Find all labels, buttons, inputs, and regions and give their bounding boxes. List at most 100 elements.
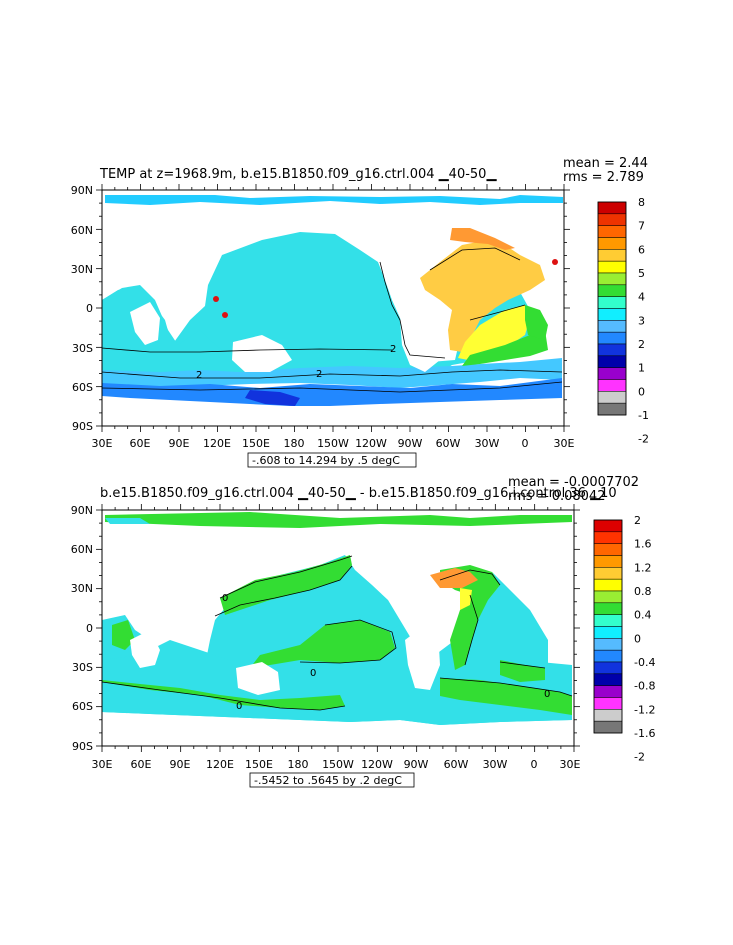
colorbar-label: 8 bbox=[638, 196, 645, 209]
bottom-lat-label: 90S bbox=[72, 740, 93, 753]
colorbar-label: 0 bbox=[638, 385, 645, 398]
colorbar-label: 1.6 bbox=[634, 538, 652, 551]
bottom-lon-label: 150W bbox=[322, 758, 354, 771]
bottom-lat-label: 60N bbox=[71, 543, 93, 556]
colorbar-swatch bbox=[593, 661, 623, 675]
colorbar-swatch bbox=[593, 649, 623, 663]
bottom-lon-label: 90E bbox=[170, 758, 191, 771]
top-range-note: -.608 to 14.294 by .5 degC bbox=[252, 454, 400, 467]
top-lon-label: 90W bbox=[398, 437, 423, 450]
colorbar-swatch bbox=[593, 626, 623, 639]
top-lon-label: 120E bbox=[203, 437, 231, 450]
top-contour-label-1: 2 bbox=[390, 344, 396, 355]
bottom-contour-label-2: 0 bbox=[310, 668, 316, 679]
bottom-lon-label: 60E bbox=[131, 758, 152, 771]
top-rms-stat: rms = 2.789 bbox=[563, 170, 644, 185]
top-colorbar: 8 7 6 5 4 3 2 1 0 -1 -2 bbox=[597, 196, 649, 446]
colorbar-frame bbox=[597, 201, 627, 416]
top-lat-axis: 90N 60N 30N 0 30S 60S 90S bbox=[71, 184, 93, 433]
top-lon-label: 0 bbox=[522, 437, 529, 450]
bottom-mean-stat: mean = -0.0007702 bbox=[508, 475, 639, 490]
bottom-lon-label: 60W bbox=[444, 758, 469, 771]
colorbar-swatch bbox=[593, 614, 623, 627]
colorbar-label: -2 bbox=[638, 433, 649, 446]
top-lat-label: 90N bbox=[71, 184, 93, 197]
colorbar-label: 0.4 bbox=[634, 609, 652, 622]
bottom-lon-label: 30E bbox=[92, 758, 113, 771]
top-lat-label: 90S bbox=[72, 420, 93, 433]
colorbar-swatch bbox=[593, 720, 623, 734]
colorbar-swatch bbox=[593, 578, 623, 592]
bottom-lat-label: 30S bbox=[72, 661, 93, 674]
colorbar-swatch bbox=[593, 602, 623, 615]
bottom-lon-label: 180 bbox=[288, 758, 309, 771]
top-lon-label: 150W bbox=[317, 437, 349, 450]
top-lon-label: 150E bbox=[242, 437, 270, 450]
bottom-lon-label: 30E bbox=[560, 758, 581, 771]
bottom-range-box bbox=[249, 772, 415, 788]
top-lat-label: 60S bbox=[72, 381, 93, 394]
bottom-contour-label-1: 0 bbox=[222, 593, 228, 604]
colorbar-label: 0 bbox=[634, 632, 641, 645]
bottom-lat-label: 0 bbox=[86, 622, 93, 635]
top-lon-label: 60W bbox=[436, 437, 461, 450]
colorbar-label: 7 bbox=[638, 220, 645, 233]
colorbar-swatch bbox=[593, 519, 623, 533]
top-mean-stat: mean = 2.44 bbox=[563, 156, 648, 171]
bottom-colorbar: 2 1.6 1.2 0.8 0.4 0 -0.4 -0.8 -1.2 -1.6 -2 bbox=[593, 514, 655, 764]
colorbar-label: 2 bbox=[638, 338, 645, 351]
top-lat-label: 0 bbox=[86, 302, 93, 315]
colorbar-swatch bbox=[593, 638, 623, 651]
colorbar-swatch bbox=[593, 673, 623, 686]
bottom-lat-axis: 90N 60N 30N 0 30S 60S 90S bbox=[71, 504, 93, 753]
colorbar-label: 3 bbox=[638, 314, 645, 327]
top-axis-ticks bbox=[96, 184, 570, 432]
top-lon-label: 120W bbox=[355, 437, 387, 450]
bottom-lon-label: 90W bbox=[404, 758, 429, 771]
bottom-lon-axis: 30E 60E 90E 120E 150E 180 150W 120W 90W … bbox=[92, 758, 581, 771]
colorbar-label: -1 bbox=[638, 409, 649, 422]
bottom-range-note: -.5452 to .5645 by .2 degC bbox=[254, 774, 402, 787]
top-panel-title: TEMP at z=1968.9m, b.e15.B1850.f09_g16.c… bbox=[99, 167, 497, 182]
bottom-lon-label: 0 bbox=[531, 758, 538, 771]
colorbar-swatch bbox=[593, 555, 623, 568]
top-lon-label: 90E bbox=[169, 437, 190, 450]
colorbar-label: 5 bbox=[638, 267, 645, 280]
bottom-rms-stat: rms = 0.08042 bbox=[508, 489, 605, 504]
colorbar-label: -1.2 bbox=[634, 703, 655, 716]
colorbar-swatch bbox=[593, 697, 623, 710]
colorbar-label: -0.4 bbox=[634, 656, 655, 669]
top-lon-label: 30E bbox=[554, 437, 575, 450]
colorbar-label: 6 bbox=[638, 243, 645, 256]
top-lon-label: 180 bbox=[284, 437, 305, 450]
bottom-map-area: 0 0 0 0 bbox=[101, 510, 574, 745]
bottom-contour-label-3: 0 bbox=[236, 701, 242, 712]
colorbar-label: 2 bbox=[634, 514, 641, 527]
top-contour-label-3: 2 bbox=[316, 369, 322, 380]
colorbar-label: 1 bbox=[638, 362, 645, 375]
top-contour-label-2: 2 bbox=[196, 370, 202, 381]
colorbar-frame bbox=[593, 519, 623, 734]
colorbar-swatch bbox=[593, 567, 623, 580]
top-lat-label: 60N bbox=[71, 224, 93, 237]
bottom-panel-title: b.e15.B1850.f09_g16.ctrl.004 ▁40-50▁ - b… bbox=[100, 486, 617, 501]
colorbar-swatch bbox=[593, 531, 623, 544]
colorbar-label: 0.8 bbox=[634, 585, 652, 598]
colorbar-swatch bbox=[593, 543, 623, 556]
colorbar-label: -2 bbox=[634, 751, 645, 764]
colorbar-swatch bbox=[593, 685, 623, 698]
colorbar-label: -0.8 bbox=[634, 680, 655, 693]
bottom-lat-label: 60S bbox=[72, 700, 93, 713]
top-lat-label: 30S bbox=[72, 342, 93, 355]
top-lat-label: 30N bbox=[71, 263, 93, 276]
top-lon-axis: 30E 60E 90E 120E 150E 180 150W 120W 90W … bbox=[92, 437, 575, 450]
bottom-lon-label: 120W bbox=[361, 758, 393, 771]
bottom-contour-label-4: 0 bbox=[544, 689, 550, 700]
colorbar-swatch bbox=[593, 709, 623, 722]
colorbar-label: 1.2 bbox=[634, 561, 652, 574]
bottom-lon-label: 150E bbox=[245, 758, 273, 771]
top-lon-label: 30W bbox=[475, 437, 500, 450]
top-range-box bbox=[247, 452, 417, 468]
